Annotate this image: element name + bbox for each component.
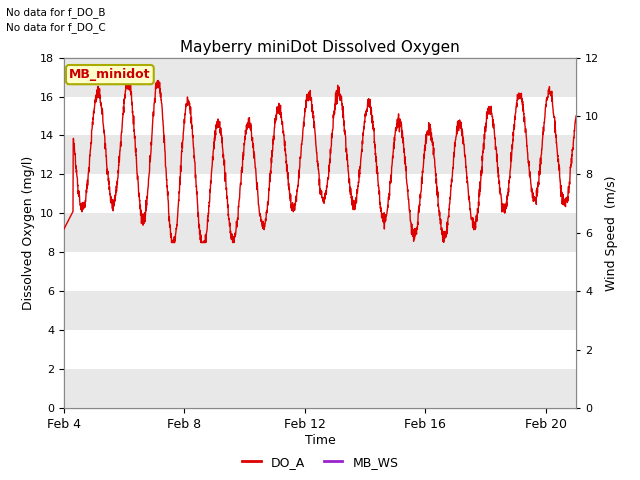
Y-axis label: Dissolved Oxygen (mg/l): Dissolved Oxygen (mg/l) <box>22 156 35 310</box>
Bar <box>64 369 576 408</box>
Bar <box>64 174 576 213</box>
Y-axis label: Wind Speed  (m/s): Wind Speed (m/s) <box>605 175 618 290</box>
X-axis label: Time: Time <box>305 433 335 446</box>
Bar <box>64 330 576 369</box>
Bar <box>64 252 576 291</box>
Text: MB_minidot: MB_minidot <box>69 68 150 81</box>
Bar <box>64 135 576 174</box>
Legend: DO_A, MB_WS: DO_A, MB_WS <box>237 451 403 474</box>
Bar <box>64 213 576 252</box>
Text: No data for f_DO_B: No data for f_DO_B <box>6 7 106 18</box>
Bar <box>64 58 576 96</box>
Text: No data for f_DO_C: No data for f_DO_C <box>6 22 106 33</box>
Title: Mayberry miniDot Dissolved Oxygen: Mayberry miniDot Dissolved Oxygen <box>180 40 460 55</box>
Bar <box>64 96 576 135</box>
Bar <box>64 291 576 330</box>
